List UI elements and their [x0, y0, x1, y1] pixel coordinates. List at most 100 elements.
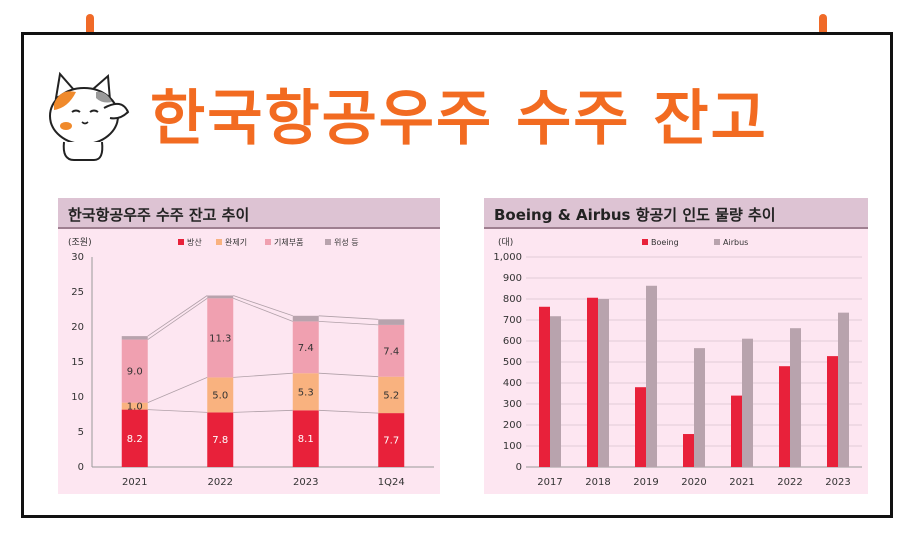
kai-x-tick-label: 2022 [208, 477, 233, 488]
deliveries-legend-swatch [714, 239, 720, 245]
deliveries-chart-title: Boeing & Airbus 항공기 인도 물량 추이 [494, 206, 776, 224]
kai-y-tick-label: 10 [71, 392, 84, 403]
kai-connector-line [147, 377, 208, 403]
kai-connector-line [147, 297, 208, 340]
kai-data-label: 7.4 [298, 343, 314, 354]
kai-bar-segment [292, 321, 319, 374]
kai-bar-segment [121, 336, 148, 340]
kai-y-tick-label: 25 [71, 287, 84, 298]
kai-bar-segment [292, 410, 319, 467]
kai-legend-label: 기체부품 [274, 237, 303, 247]
deliveries-y-tick-label: 1,000 [493, 252, 522, 263]
deliveries-y-unit-label: (대) [498, 237, 513, 248]
kai-bar-segment [292, 373, 319, 411]
deliveries-y-tick-label: 400 [503, 378, 522, 389]
kai-bar-segment [292, 315, 319, 322]
kai-legend-swatch [216, 239, 222, 245]
kai-y-unit-label: (조원) [68, 237, 92, 248]
kai-connector-line [147, 409, 208, 413]
kai-bar-segment [378, 413, 405, 467]
kai-connector-line [233, 409, 293, 413]
kai-y-tick-label: 15 [71, 357, 84, 368]
kai-backlog-panel: 한국항공우주 수주 잔고 추이 (조원) 0 5 10 15 20 25 30 방산 완제기 기체부… [58, 198, 440, 494]
kai-data-label: 7.4 [383, 346, 399, 357]
deliveries-bar [550, 316, 561, 467]
kai-bar-segment [378, 324, 405, 377]
deliveries-x-tick-label: 2022 [777, 477, 802, 488]
kai-bar-segment [121, 339, 148, 403]
cat-mascot-icon [49, 71, 130, 161]
deliveries-bar [827, 356, 838, 467]
deliveries-legend-swatch [642, 239, 648, 245]
deliveries-x-tick-label: 2018 [585, 477, 610, 488]
kai-data-label: 8.2 [127, 434, 143, 445]
kai-connector-line [233, 297, 293, 322]
deliveries-bar [731, 395, 742, 467]
kai-bar-segment [207, 295, 234, 299]
kai-legend-label: 위성 등 [334, 238, 359, 247]
kai-panel-header: 한국항공우주 수주 잔고 추이 [58, 198, 440, 229]
kai-legend-label: 완제기 [225, 238, 247, 247]
kai-data-label: 11.3 [209, 333, 231, 344]
deliveries-y-tick-label: 800 [503, 294, 522, 305]
deliveries-bar [683, 434, 694, 467]
kai-y-tick-label: 20 [71, 322, 84, 333]
kai-connector-line [318, 321, 379, 326]
deliveries-chart: (대) 0 100 200 300 400 500 600 700 800 900 1,000 Boei… [493, 237, 862, 488]
deliveries-x-tick-label: 2019 [633, 477, 658, 488]
deliveries-x-tick-label: 2021 [729, 477, 754, 488]
kai-bar-segment [121, 402, 148, 410]
deliveries-legend-label: Airbus [723, 238, 748, 247]
deliveries-bar [838, 312, 849, 467]
kai-bar-segment [378, 319, 405, 325]
kai-bar-segment [121, 409, 148, 467]
kai-connector-line [233, 295, 293, 317]
kai-data-label: 8.1 [298, 434, 314, 445]
deliveries-panel-header: Boeing & Airbus 항공기 인도 물량 추이 [484, 198, 868, 229]
kai-legend-swatch [178, 239, 184, 245]
kai-bar-segment [378, 376, 405, 414]
deliveries-y-tick-label: 200 [503, 420, 522, 431]
deliveries-y-tick-label: 500 [503, 357, 522, 368]
kai-x-tick-label: 2023 [293, 477, 318, 488]
kai-data-label: 7.7 [383, 436, 399, 447]
kai-legend-swatch [325, 239, 331, 245]
kai-data-label: 5.0 [212, 390, 228, 401]
deliveries-bar [539, 306, 550, 467]
kai-data-label: 5.2 [383, 390, 399, 401]
kai-connector-line [318, 315, 379, 320]
deliveries-bar [646, 285, 657, 467]
kai-bar-segment [207, 298, 234, 378]
kai-data-label: 7.8 [212, 435, 228, 446]
deliveries-bar [587, 297, 598, 467]
deliveries-y-tick-label: 700 [503, 315, 522, 326]
kai-data-label: 9.0 [127, 367, 143, 378]
deliveries-y-tick-label: 100 [503, 441, 522, 452]
kai-connector-line [318, 409, 379, 414]
kai-x-tick-label: 2021 [122, 477, 147, 488]
kai-data-label: 1.0 [127, 402, 143, 413]
deliveries-x-tick-label: 2023 [825, 477, 850, 488]
kai-chart-title: 한국항공우주 수주 잔고 추이 [68, 206, 250, 224]
kai-connector-line [233, 372, 293, 378]
kai-legend-label: 방산 [187, 237, 202, 247]
deliveries-y-tick-label: 300 [503, 399, 522, 410]
kai-legend-swatch [265, 239, 271, 245]
deliveries-x-tick-label: 2020 [681, 477, 706, 488]
deliveries-bar [779, 366, 790, 467]
deliveries-bar [598, 299, 609, 467]
kai-backlog-chart: (조원) 0 5 10 15 20 25 30 방산 완제기 기체부품 위성 등 8.2 1.0 9.0 20… [68, 237, 434, 488]
page-title: 한국항공우주 수주 잔고 [150, 84, 768, 154]
deliveries-panel: Boeing & Airbus 항공기 인도 물량 추이 (대) 0 100 200 3… [484, 198, 868, 494]
deliveries-x-tick-label: 2017 [537, 477, 562, 488]
kai-connector-line [318, 372, 379, 378]
deliveries-bar [694, 348, 705, 467]
kai-data-label: 5.3 [298, 387, 314, 398]
kai-y-tick-label: 5 [78, 427, 84, 438]
deliveries-legend-label: Boeing [651, 238, 679, 247]
deliveries-bar [790, 328, 801, 467]
kai-y-tick-label: 30 [71, 252, 84, 263]
deliveries-bar [635, 387, 646, 467]
kai-bar-segment [207, 377, 234, 413]
kai-y-tick-label: 0 [78, 462, 84, 473]
